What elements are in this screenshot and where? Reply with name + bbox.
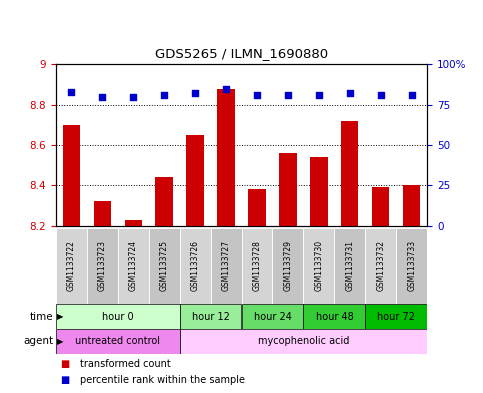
Bar	[94, 201, 111, 226]
Bar	[403, 185, 421, 226]
Text: GSM1133725: GSM1133725	[159, 241, 169, 291]
Bar	[86, 228, 117, 304]
Text: hour 24: hour 24	[254, 312, 291, 321]
Text: GSM1133729: GSM1133729	[284, 241, 293, 291]
Bar	[180, 329, 427, 354]
Text: GSM1133730: GSM1133730	[314, 240, 324, 292]
Bar	[62, 125, 80, 226]
Bar	[56, 228, 86, 304]
Text: GSM1133731: GSM1133731	[345, 241, 355, 291]
Point	[222, 85, 230, 92]
Bar	[242, 304, 303, 329]
Bar	[242, 228, 272, 304]
Bar	[303, 304, 366, 329]
Bar	[311, 157, 327, 226]
Text: hour 0: hour 0	[102, 312, 133, 321]
Text: GSM1133732: GSM1133732	[376, 241, 385, 291]
Text: GSM1133733: GSM1133733	[408, 240, 416, 292]
Bar	[248, 189, 266, 226]
Point	[98, 94, 106, 100]
Point	[284, 92, 292, 98]
Bar	[56, 304, 180, 329]
Text: transformed count: transformed count	[80, 359, 170, 369]
Point	[377, 92, 385, 98]
Bar	[180, 228, 211, 304]
Point	[346, 90, 354, 97]
Bar	[372, 187, 389, 226]
Point	[253, 92, 261, 98]
Bar	[217, 88, 235, 226]
Bar	[272, 228, 303, 304]
Point	[315, 92, 323, 98]
Text: time: time	[29, 312, 53, 321]
Bar	[211, 228, 242, 304]
Text: GSM1133726: GSM1133726	[190, 241, 199, 291]
Point	[191, 90, 199, 97]
Point	[408, 92, 416, 98]
Text: mycophenolic acid: mycophenolic acid	[258, 336, 349, 346]
Text: ■: ■	[60, 375, 70, 385]
Bar	[56, 329, 180, 354]
Bar	[366, 304, 427, 329]
Point	[67, 89, 75, 95]
Text: ■: ■	[60, 359, 70, 369]
Bar	[366, 228, 397, 304]
Text: ▶: ▶	[57, 337, 63, 346]
Bar	[303, 228, 334, 304]
Text: GDS5265 / ILMN_1690880: GDS5265 / ILMN_1690880	[155, 48, 328, 61]
Text: GSM1133724: GSM1133724	[128, 241, 138, 291]
Point	[129, 94, 137, 100]
Bar	[186, 135, 203, 226]
Text: agent: agent	[23, 336, 53, 346]
Bar	[180, 304, 242, 329]
Bar	[280, 153, 297, 226]
Text: GSM1133722: GSM1133722	[67, 241, 75, 291]
Text: hour 12: hour 12	[192, 312, 229, 321]
Bar	[341, 121, 358, 226]
Text: hour 48: hour 48	[315, 312, 354, 321]
Text: GSM1133728: GSM1133728	[253, 241, 261, 291]
Text: hour 72: hour 72	[377, 312, 415, 321]
Text: untreated control: untreated control	[75, 336, 160, 346]
Text: percentile rank within the sample: percentile rank within the sample	[80, 375, 245, 385]
Bar	[334, 228, 366, 304]
Bar	[397, 228, 427, 304]
Text: ▶: ▶	[57, 312, 63, 321]
Point	[160, 92, 168, 98]
Bar	[125, 220, 142, 226]
Bar	[156, 177, 172, 226]
Bar	[117, 228, 149, 304]
Text: GSM1133727: GSM1133727	[222, 241, 230, 291]
Bar	[149, 228, 180, 304]
Text: GSM1133723: GSM1133723	[98, 241, 107, 291]
